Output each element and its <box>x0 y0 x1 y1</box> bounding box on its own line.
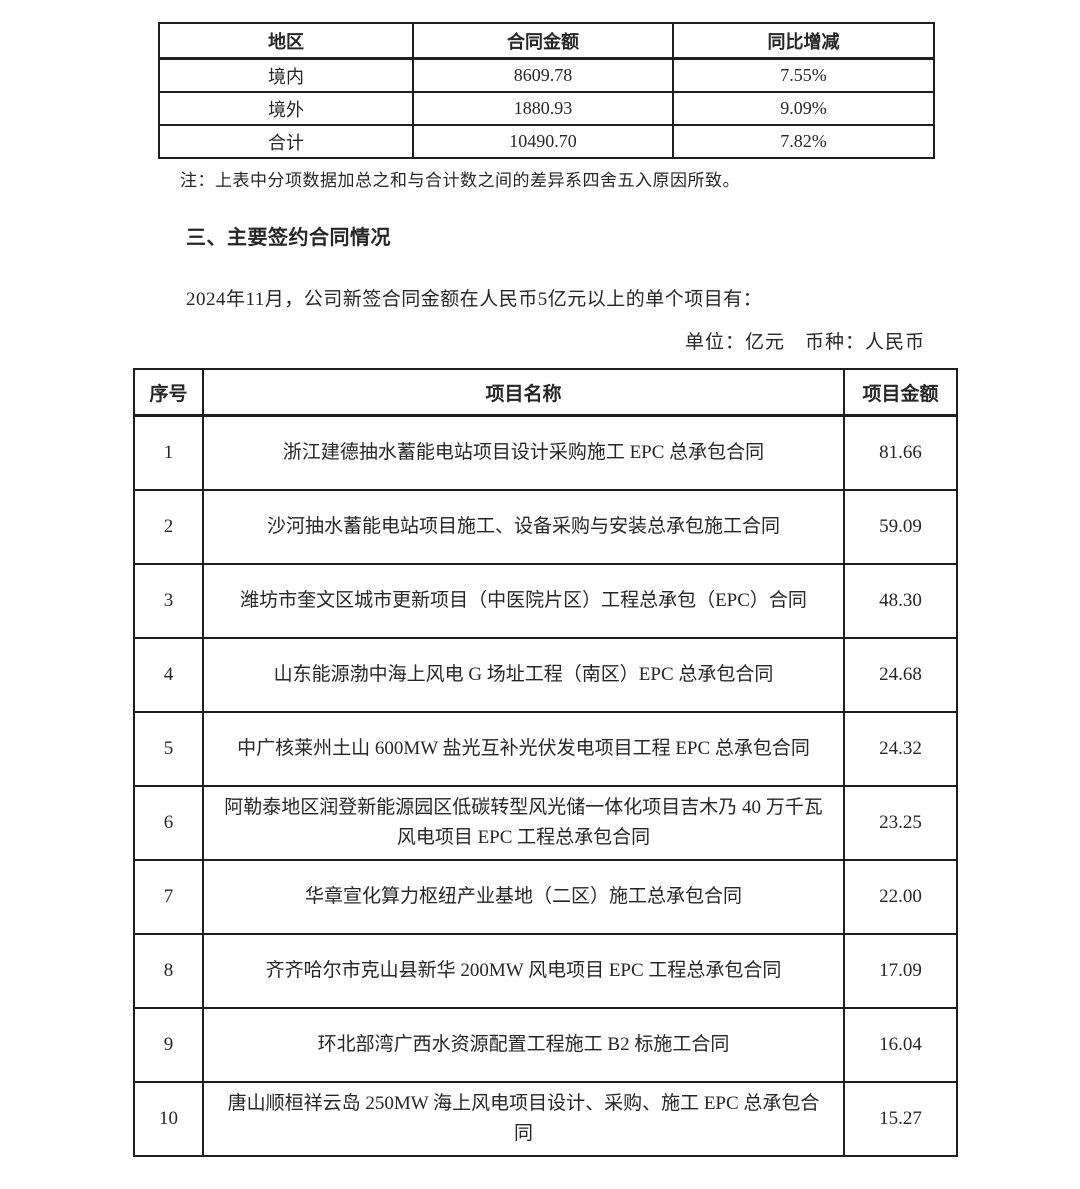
region-cell: 境内 <box>158 57 414 93</box>
project-name-cell: 环北部湾广西水资源配置工程施工 B2 标施工合同 <box>202 1007 845 1083</box>
project-name-cell: 浙江建德抽水蓄能电站项目设计采购施工 EPC 总承包合同 <box>202 414 845 491</box>
seq-column-header: 序号 <box>133 368 204 417</box>
table-row: 1 浙江建德抽水蓄能电站项目设计采购施工 EPC 总承包合同 81.66 <box>133 414 958 491</box>
project-name-cell: 沙河抽水蓄能电站项目施工、设备采购与安装总承包施工合同 <box>202 489 845 565</box>
project-name-cell: 阿勒泰地区润登新能源园区低碳转型风光储一体化项目吉木乃 40 万千瓦风电项目 E… <box>202 785 845 861</box>
projects-header-row: 序号 项目名称 项目金额 <box>133 368 958 417</box>
region-column-header: 地区 <box>158 22 414 60</box>
amount-cell: 1880.93 <box>412 91 674 126</box>
summary-header-row: 地区 合同金额 同比增减 <box>158 22 935 60</box>
table-row: 4 山东能源渤中海上风电 G 场址工程（南区）EPC 总承包合同 24.68 <box>133 637 958 713</box>
table-row: 7 华章宣化算力枢纽产业基地（二区）施工总承包合同 22.00 <box>133 859 958 935</box>
table-row: 2 沙河抽水蓄能电站项目施工、设备采购与安装总承包施工合同 59.09 <box>133 489 958 565</box>
seq-cell: 7 <box>133 859 204 935</box>
project-name-cell: 潍坊市奎文区城市更新项目（中医院片区）工程总承包（EPC）合同 <box>202 563 845 639</box>
project-amount-cell: 24.32 <box>843 711 958 787</box>
seq-cell: 1 <box>133 414 204 491</box>
seq-cell: 10 <box>133 1081 204 1157</box>
project-amount-column-header: 项目金额 <box>843 368 958 417</box>
seq-cell: 6 <box>133 785 204 861</box>
table-row: 8 齐齐哈尔市克山县新华 200MW 风电项目 EPC 工程总承包合同 17.0… <box>133 933 958 1009</box>
table-row: 境内 8609.78 7.55% <box>158 57 935 93</box>
seq-cell: 5 <box>133 711 204 787</box>
amount-cell: 10490.70 <box>412 124 674 159</box>
table-row: 合计 10490.70 7.82% <box>158 124 935 159</box>
yoy-cell: 9.09% <box>672 91 935 126</box>
table-row: 5 中广核莱州土山 600MW 盐光互补光伏发电项目工程 EPC 总承包合同 2… <box>133 711 958 787</box>
table-row: 境外 1880.93 9.09% <box>158 91 935 126</box>
project-amount-cell: 16.04 <box>843 1007 958 1083</box>
region-cell: 合计 <box>158 124 414 159</box>
project-amount-cell: 48.30 <box>843 563 958 639</box>
project-name-cell: 华章宣化算力枢纽产业基地（二区）施工总承包合同 <box>202 859 845 935</box>
table-row: 10 唐山顺桓祥云岛 250MW 海上风电项目设计、采购、施工 EPC 总承包合… <box>133 1081 958 1157</box>
project-name-cell: 山东能源渤中海上风电 G 场址工程（南区）EPC 总承包合同 <box>202 637 845 713</box>
seq-cell: 9 <box>133 1007 204 1083</box>
section-heading: 三、主要签约合同情况 <box>186 227 391 249</box>
project-amount-cell: 24.68 <box>843 637 958 713</box>
project-amount-cell: 81.66 <box>843 414 958 491</box>
project-amount-cell: 22.00 <box>843 859 958 935</box>
table-row: 3 潍坊市奎文区城市更新项目（中医院片区）工程总承包（EPC）合同 48.30 <box>133 563 958 639</box>
project-name-column-header: 项目名称 <box>202 368 845 417</box>
table-footnote: 注：上表中分项数据加总之和与合计数之间的差异系四舍五入原因所致。 <box>180 171 740 190</box>
project-amount-cell: 23.25 <box>843 785 958 861</box>
regional-summary-table: 地区 合同金额 同比增减 境内 8609.78 7.55% 境外 1880.93… <box>158 22 935 159</box>
yoy-cell: 7.55% <box>672 57 935 93</box>
document-page: 地区 合同金额 同比增减 境内 8609.78 7.55% 境外 1880.93… <box>0 22 1080 1189</box>
contract-amount-column-header: 合同金额 <box>412 22 674 60</box>
project-amount-cell: 17.09 <box>843 933 958 1009</box>
project-name-cell: 唐山顺桓祥云岛 250MW 海上风电项目设计、采购、施工 EPC 总承包合同 <box>202 1081 845 1157</box>
table-row: 6 阿勒泰地区润登新能源园区低碳转型风光储一体化项目吉木乃 40 万千瓦风电项目… <box>133 785 958 861</box>
seq-cell: 3 <box>133 563 204 639</box>
yoy-change-column-header: 同比增减 <box>672 22 935 60</box>
seq-cell: 2 <box>133 489 204 565</box>
project-amount-cell: 15.27 <box>843 1081 958 1157</box>
major-projects-table: 序号 项目名称 项目金额 1 浙江建德抽水蓄能电站项目设计采购施工 EPC 总承… <box>133 368 958 1157</box>
seq-cell: 8 <box>133 933 204 1009</box>
unit-currency-line: 单位：亿元 币种：人民币 <box>684 332 925 353</box>
amount-cell: 8609.78 <box>412 57 674 93</box>
region-cell: 境外 <box>158 91 414 126</box>
table-row: 9 环北部湾广西水资源配置工程施工 B2 标施工合同 16.04 <box>133 1007 958 1083</box>
intro-paragraph: 2024年11月，公司新签合同金额在人民币5亿元以上的单个项目有： <box>186 289 763 310</box>
project-name-cell: 中广核莱州土山 600MW 盐光互补光伏发电项目工程 EPC 总承包合同 <box>202 711 845 787</box>
project-name-cell: 齐齐哈尔市克山县新华 200MW 风电项目 EPC 工程总承包合同 <box>202 933 845 1009</box>
project-amount-cell: 59.09 <box>843 489 958 565</box>
seq-cell: 4 <box>133 637 204 713</box>
yoy-cell: 7.82% <box>672 124 935 159</box>
